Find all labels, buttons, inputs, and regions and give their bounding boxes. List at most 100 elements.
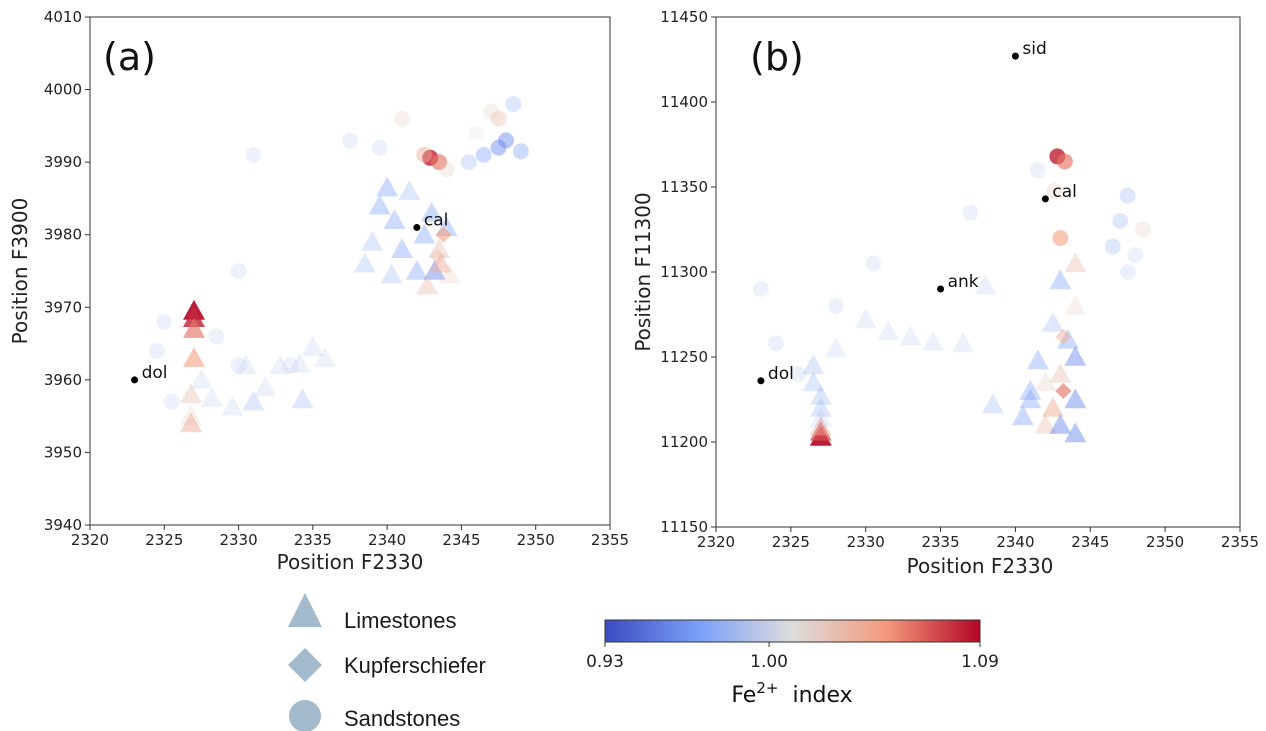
- panel-a-y-tick-label-0: 3940: [44, 516, 82, 534]
- panel-b-ref-label-ank: ank: [948, 272, 979, 292]
- panel-a-reference-points: dol cal: [131, 210, 448, 384]
- legend-label-sandstones: Sandstones: [344, 706, 460, 731]
- panel-b-y-axis-label: Position F11300: [631, 192, 655, 351]
- panel-a-point-limestones-8: [200, 387, 223, 407]
- panel-a-point-sandstones-44: [512, 143, 529, 160]
- panel-b-x-ticks: 2320 2325 2330 2335 2340 2345 2350 2355: [697, 527, 1259, 551]
- panel-b-x-tick-label-4: 2340: [996, 533, 1034, 551]
- panel-b-point-limestones-8: [824, 337, 847, 358]
- panel-a-point-limestones-11: [254, 376, 277, 396]
- panel-a-point-limestones-33: [361, 230, 384, 251]
- panel-a-point-limestones-23: [398, 180, 421, 200]
- panel-a-x-tick-label-6: 2350: [517, 531, 555, 549]
- panel-b-point-limestones-2: [809, 415, 832, 436]
- panel-b: sid cal ank dol 2320 2325 2330 2335 2340 2345 235…: [631, 8, 1259, 578]
- panel-a-point-kupferschiefer-35: [435, 226, 452, 243]
- panel-a-x-tick-label-3: 2335: [294, 531, 332, 549]
- panel-b-point-kupferschiefer-34: [1055, 328, 1072, 345]
- panel-b-x-tick-label-2: 2330: [847, 533, 885, 551]
- panel-b-ref-label-dol: dol: [768, 364, 794, 384]
- panel-b-point-limestones-24: [1049, 414, 1072, 434]
- panel-b-y-tick-label-6: 11450: [660, 8, 708, 26]
- panel-a-point-limestones-13: [288, 352, 311, 373]
- panel-b-point-limestones-4: [809, 397, 832, 417]
- panel-a-point-sandstones-51: [371, 139, 388, 156]
- panel-b-point-limestones-26: [1049, 269, 1072, 290]
- panel-a-point-limestones-30: [438, 263, 461, 284]
- panel-a-y-tick-label-1: 3950: [44, 443, 82, 461]
- panel-a-point-limestones-16: [291, 388, 314, 409]
- panel-a-point-limestones-25: [413, 223, 436, 244]
- panel-a-point-limestones-31: [416, 274, 439, 295]
- panel-a-point-sandstones-54: [230, 263, 247, 279]
- panel-b-point-limestones-6: [802, 371, 825, 392]
- panel-a-x-tick-label-1: 2325: [145, 531, 183, 549]
- panel-b-point-limestones-29: [1064, 388, 1087, 409]
- panel-a-x-tick-label-7: 2355: [591, 531, 629, 549]
- panel-a-point-sandstones-53: [245, 146, 262, 163]
- panel-a-x-axis-label: Position F2330: [277, 550, 424, 574]
- panel-b-x-tick-label-5: 2345: [1071, 533, 1109, 551]
- panel-b-point-limestones-5: [809, 385, 832, 405]
- panel-b-y-tick-label-0: 11150: [660, 518, 708, 536]
- legend-item-kupferschiefer: Kupferschiefer: [288, 648, 486, 682]
- panel-a-point-limestones-19: [368, 194, 391, 215]
- panel-a-y-tick-label-7: 4010: [44, 8, 82, 26]
- panel-a-point-limestones-34: [380, 263, 403, 284]
- panel-a-point-sandstones-50: [394, 110, 410, 127]
- panel-a-y-tick-label-5: 3990: [44, 153, 82, 171]
- panel-a-y-tick-label-3: 3970: [44, 298, 82, 316]
- colorbar-title: Fe2+ index: [731, 679, 852, 708]
- panel-b-point-limestones-20: [1034, 414, 1057, 434]
- panel-b-point-limestones-1: [809, 420, 832, 441]
- panel-b-point-sandstones-45: [1029, 162, 1046, 178]
- panel-a-ref-point-cal: [413, 223, 421, 231]
- panel-b-y-tick-label-4: 11350: [660, 178, 708, 196]
- triangle-marker-icon: [288, 593, 322, 627]
- panel-b-ref-label-cal: cal: [1052, 182, 1077, 202]
- panel-b-point-limestones-32: [1064, 252, 1087, 273]
- panel-b-y-tick-label-3: 11300: [660, 263, 708, 281]
- panel-b-ref-label-sid: sid: [1022, 39, 1046, 59]
- panel-b-x-axis-label: Position F2330: [907, 554, 1054, 578]
- panel-b-points: [752, 148, 1151, 446]
- panel-b-point-sandstones-40: [1119, 187, 1136, 204]
- panel-b-point-limestones-17: [1019, 388, 1042, 409]
- panel-b-point-limestones-27: [1056, 329, 1079, 349]
- panel-a-y-tick-label-4: 3980: [44, 226, 82, 244]
- panel-b-point-limestones-25: [1049, 363, 1072, 383]
- panel-b-point-sandstones-43: [1119, 264, 1136, 280]
- panel-b-point-limestones-28: [1064, 422, 1087, 443]
- panel-b-y-tick-label-1: 11200: [660, 433, 708, 451]
- panel-a-point-limestones-5: [180, 405, 203, 425]
- panel-a-x-tick-label-0: 2320: [71, 531, 109, 549]
- panel-b-point-sandstones-50: [790, 366, 807, 382]
- panel-a-point-limestones-4: [180, 383, 203, 404]
- panel-a-point-limestones-17: [235, 354, 257, 375]
- panel-b-ref-point-sid: [1011, 52, 1019, 60]
- panel-a-point-sandstones-46: [505, 96, 522, 113]
- panel-b-ref-point-dol: [757, 377, 765, 385]
- panel-a-point-sandstones-42: [498, 132, 514, 149]
- panel-b-point-limestones-3: [809, 407, 832, 427]
- legend-label-limestones: Limestones: [344, 608, 457, 633]
- panel-a-point-limestones-29: [429, 252, 452, 273]
- colorbar-ticks: 0.93 1.00 1.09: [586, 642, 999, 672]
- panel-a-point-sandstones-39: [416, 146, 433, 163]
- legend-label-kupferschiefer: Kupferschiefer: [344, 653, 486, 678]
- panel-b-point-limestones-16: [1011, 405, 1034, 426]
- colorbar-tick-label-2: 1.09: [961, 652, 999, 672]
- panel-b-x-tick-label-0: 2320: [697, 533, 735, 551]
- panel-a-point-sandstones-40: [490, 110, 507, 127]
- panel-a-point-limestones-7: [190, 368, 213, 389]
- panel-a-point-limestones-12: [269, 354, 292, 375]
- legend: Limestones Kupferschiefer Sandstones: [288, 593, 486, 731]
- colorbar-tick-label-0: 0.93: [586, 652, 624, 672]
- panel-a-point-limestones-26: [420, 201, 443, 222]
- panel-a-point-limestones-21: [383, 209, 406, 229]
- legend-item-sandstones: Sandstones: [289, 700, 460, 731]
- panel-b-reference-points: sid cal ank dol: [757, 39, 1077, 385]
- panel-a-y-axis-label: Position F3900: [8, 198, 32, 345]
- panel-a-point-sandstones-47: [460, 154, 477, 171]
